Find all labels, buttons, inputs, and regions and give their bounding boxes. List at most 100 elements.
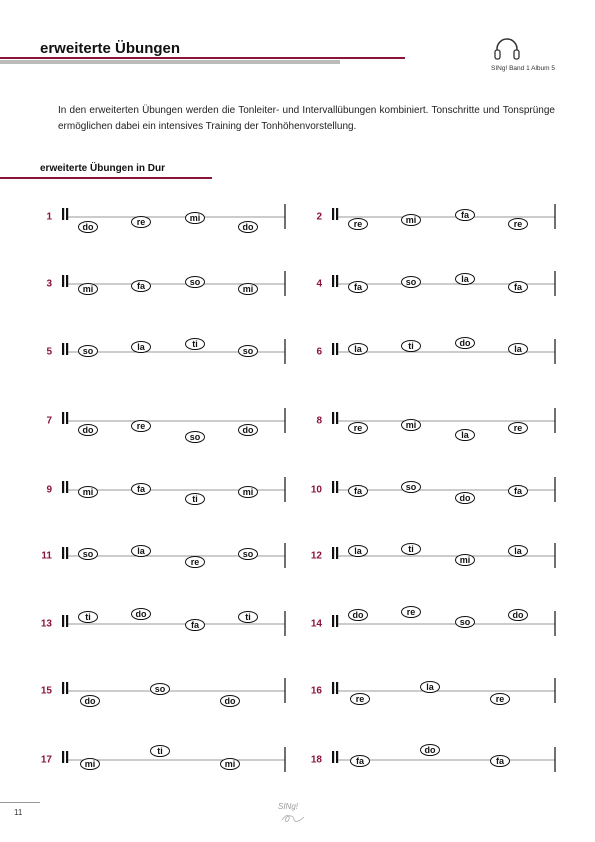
note [508, 281, 528, 293]
logo-swirl [281, 814, 305, 822]
title-rule-gray [0, 60, 340, 64]
note-syllable: ti [192, 494, 198, 504]
repeat-bar [62, 275, 65, 287]
note [401, 543, 421, 555]
repeat-bar [62, 208, 65, 220]
note-syllable: mi [460, 555, 471, 565]
note-syllable: fa [496, 756, 505, 766]
note-syllable: mi [406, 215, 417, 225]
exercise-number: 6 [316, 347, 322, 358]
note-syllable: la [426, 682, 435, 692]
exercise-number: 7 [46, 416, 52, 427]
repeat-bar [332, 275, 335, 287]
note-syllable: so [406, 482, 417, 492]
note [455, 273, 475, 285]
note-syllable: so [243, 549, 254, 559]
exercise: 13 ti do fa ti [41, 608, 286, 636]
note-syllable: mi [406, 420, 417, 430]
repeat-bar [332, 412, 335, 424]
note [131, 216, 151, 228]
note-syllable: ti [408, 341, 414, 351]
note [185, 556, 205, 568]
note-syllable: re [354, 423, 363, 433]
note [238, 424, 258, 436]
exercise-number: 4 [316, 279, 322, 290]
note [150, 745, 170, 757]
exercises: 1 do re mi do 2 re mi fa re 3 mi fa so mi 4 fa so la fa 5 so l… [41, 204, 556, 772]
note-syllable: do [243, 425, 254, 435]
note [508, 485, 528, 497]
repeat-bar [62, 343, 65, 355]
note [401, 606, 421, 618]
repeat-bar [62, 751, 65, 763]
note [238, 548, 258, 560]
note-syllable: fa [354, 486, 363, 496]
note-syllable: do [425, 745, 436, 755]
exercise: 3 mi fa so mi [46, 271, 286, 296]
repeat-bar [336, 615, 339, 627]
exercise: 9 mi fa ti mi [46, 477, 286, 505]
note [78, 486, 98, 498]
note-syllable: fa [356, 756, 365, 766]
repeat-bar [62, 412, 65, 424]
note-syllable: ti [245, 612, 251, 622]
exercise: 1 do re mi do [46, 204, 286, 233]
repeat-bar [66, 412, 69, 424]
note-syllable: mi [243, 284, 254, 294]
repeat-bar [62, 682, 65, 694]
exercise-number: 9 [46, 485, 52, 496]
note-syllable: re [407, 607, 416, 617]
note [401, 481, 421, 493]
note [508, 609, 528, 621]
note [238, 345, 258, 357]
note [131, 341, 151, 353]
note-syllable: do [136, 609, 147, 619]
repeat-bar [336, 682, 339, 694]
note-syllable: do [460, 338, 471, 348]
repeat-bar [336, 481, 339, 493]
note-syllable: do [85, 696, 96, 706]
note [455, 429, 475, 441]
book-label: SINg! Band 1 Album 5 [491, 65, 555, 72]
note-syllable: re [356, 694, 365, 704]
note-syllable: do [243, 222, 254, 232]
note [455, 337, 475, 349]
exercise-number: 12 [311, 551, 323, 562]
note-syllable: do [83, 425, 94, 435]
note-syllable: do [83, 222, 94, 232]
note [420, 744, 440, 756]
exercise: 5 so la ti so [46, 338, 286, 364]
note [220, 695, 240, 707]
note-syllable: fa [514, 486, 523, 496]
exercise-number: 10 [311, 485, 323, 496]
note-syllable: ti [192, 339, 198, 349]
note [78, 283, 98, 295]
note [508, 422, 528, 434]
note [455, 616, 475, 628]
headphones-icon [494, 38, 520, 60]
note-syllable: so [190, 277, 201, 287]
note-syllable: do [353, 610, 364, 620]
exercise: 4 fa so la fa [316, 271, 556, 296]
note [508, 545, 528, 557]
repeat-bar [332, 751, 335, 763]
repeat-bar [66, 275, 69, 287]
note [490, 693, 510, 705]
section-rule [0, 177, 212, 179]
note [238, 221, 258, 233]
note [80, 695, 100, 707]
note [78, 548, 98, 560]
note [78, 424, 98, 436]
exercise: 18 fa do fa [311, 744, 556, 772]
note [185, 431, 205, 443]
note [508, 343, 528, 355]
repeat-bar [332, 615, 335, 627]
repeat-bar [336, 208, 339, 220]
note [348, 281, 368, 293]
exercise-number: 11 [41, 551, 52, 562]
note [490, 755, 510, 767]
note-syllable: re [514, 219, 523, 229]
note-syllable: la [514, 546, 523, 556]
repeat-bar [336, 275, 339, 287]
